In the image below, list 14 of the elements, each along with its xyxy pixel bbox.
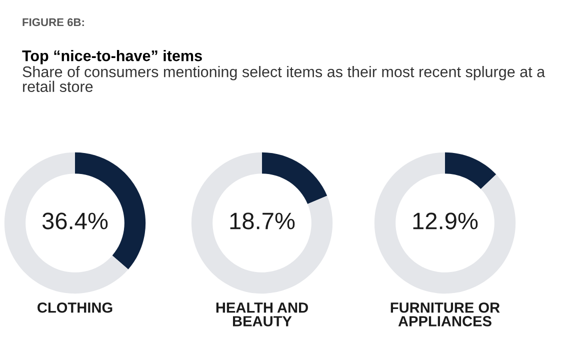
caption: FIGURE 6B:: [22, 18, 84, 26]
donut-slice: [374, 152, 516, 294]
text: Share of consumers mentioning select items as their most recent splurge at a retail store: [22, 66, 546, 92]
text: FURNITURE OR APPLIANCES: [390, 302, 500, 326]
data-label: 36.4%: [42, 212, 108, 230]
donut-slice: [262, 152, 328, 204]
text: HEALTH AND BEAUTY: [216, 302, 308, 326]
donut-slice: [445, 152, 496, 189]
donut-slice: [191, 152, 333, 294]
chart-title: Top “nice-to-have” items: [22, 50, 202, 64]
text: CLOTHING: [38, 302, 112, 313]
donut-slice: [4, 152, 128, 294]
data-label: 18.7%: [230, 212, 295, 230]
data-label: 12.9%: [413, 212, 478, 230]
